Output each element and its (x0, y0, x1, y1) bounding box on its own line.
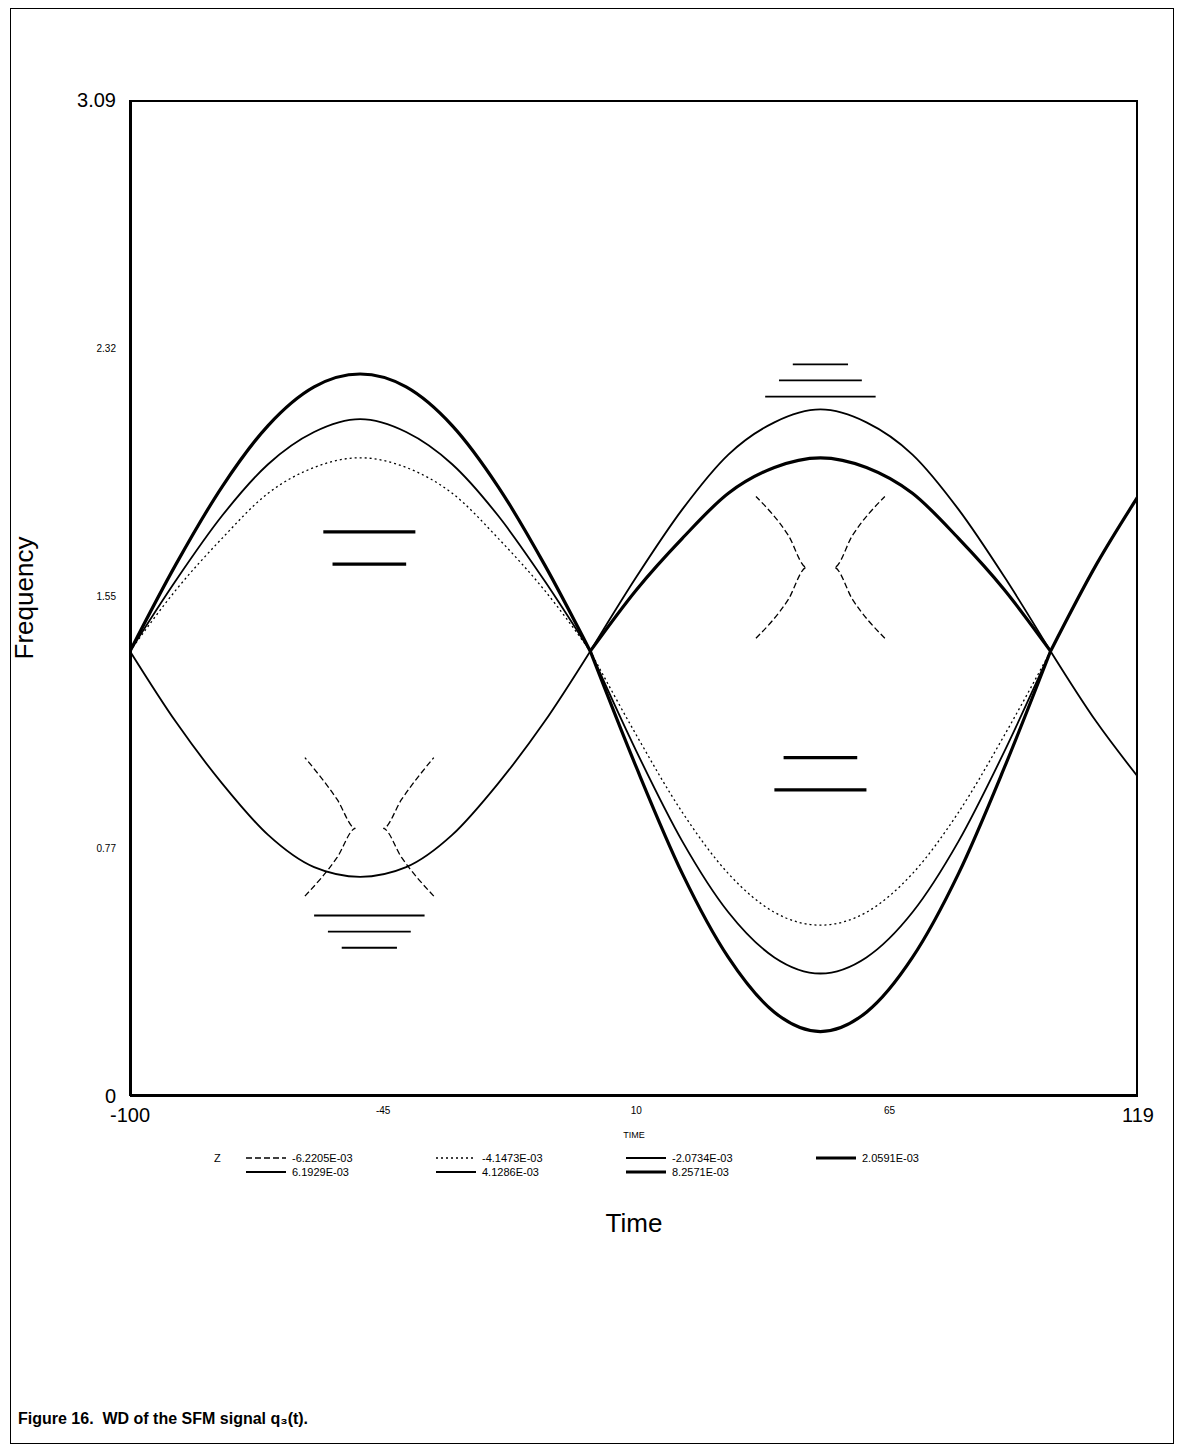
html-text:-6.2205E-03: -6.2205E-03 (292, 1152, 353, 1164)
html-text:Time: Time (605, 1208, 663, 1238)
svg-text:Frequency: Frequency (9, 537, 39, 660)
svg-text:TIME: TIME (623, 1130, 645, 1140)
html-text:6.1929E-03: 6.1929E-03 (292, 1166, 349, 1178)
svg-text:10: 10 (631, 1105, 643, 1116)
svg-text:65: 65 (884, 1105, 896, 1116)
html-text:-4.1473E-03: -4.1473E-03 (482, 1152, 543, 1164)
html-text:Figure 16. WD of the SFM signa: Figure 16. WD of the SFM signal q₃(t). (18, 1410, 309, 1427)
svg-text:3.09: 3.09 (77, 89, 116, 111)
html-text:8.2571E-03: 8.2571E-03 (672, 1166, 729, 1178)
html-text:-2.0734E-03: -2.0734E-03 (672, 1152, 733, 1164)
html-text:4.1286E-03: 4.1286E-03 (482, 1166, 539, 1178)
html-text:2.0591E-03: 2.0591E-03 (862, 1152, 919, 1164)
svg-text:119: 119 (1122, 1104, 1154, 1126)
svg-text:-100: -100 (110, 1104, 150, 1126)
svg-text:0: 0 (105, 1085, 116, 1107)
html-text:Z: Z (214, 1152, 221, 1164)
svg-text:0.77: 0.77 (97, 843, 117, 854)
svg-text:1.55: 1.55 (97, 591, 117, 602)
svg-text:2.32: 2.32 (97, 343, 117, 354)
svg-text:-45: -45 (376, 1105, 391, 1116)
